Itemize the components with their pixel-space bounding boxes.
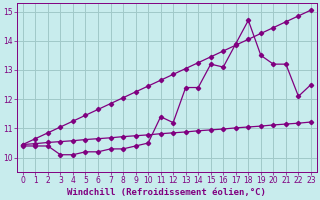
X-axis label: Windchill (Refroidissement éolien,°C): Windchill (Refroidissement éolien,°C) [68,188,266,197]
